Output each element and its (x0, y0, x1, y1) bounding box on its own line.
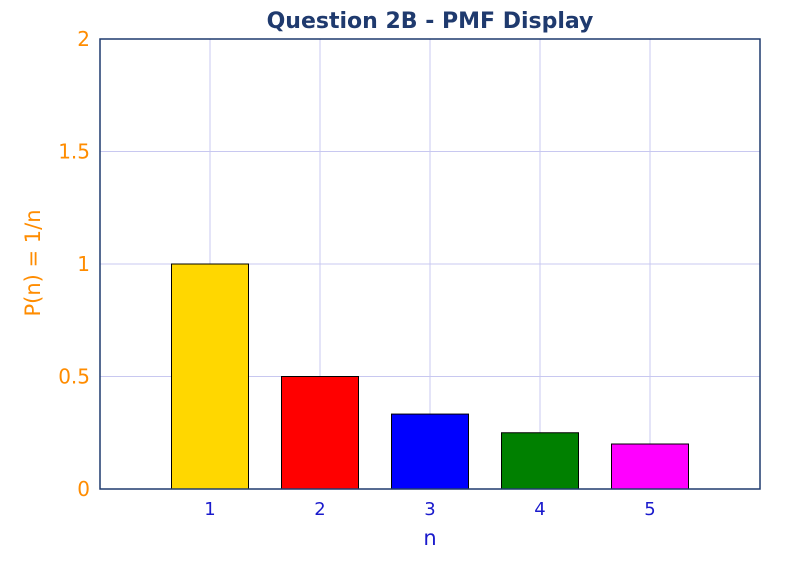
bar-3 (391, 413, 469, 490)
bar-5 (611, 443, 689, 490)
x-tick-label: 2 (314, 499, 325, 520)
y-tick-label: 0 (77, 477, 90, 501)
bar-1 (171, 263, 249, 490)
y-tick-labels: 0 0.5 1 1.5 2 (58, 27, 90, 501)
y-tick-label: 1.5 (58, 140, 90, 164)
x-tick-label: 3 (424, 499, 435, 520)
chart-title: Question 2B - PMF Display (267, 9, 594, 34)
x-tick-label: 4 (534, 499, 545, 520)
y-axis-label: P(n) = 1/n (21, 209, 45, 316)
y-tick-label: 2 (77, 27, 90, 51)
x-tick-label: 5 (644, 499, 655, 520)
x-tick-labels: 1 2 3 4 5 (204, 499, 655, 520)
bar-2 (281, 376, 359, 490)
x-tick-label: 1 (204, 499, 215, 520)
y-tick-label: 1 (77, 252, 90, 276)
x-axis-label: n (423, 526, 436, 550)
bar-4 (501, 432, 579, 490)
y-tick-label: 0.5 (58, 365, 90, 389)
plot-frame (99, 38, 761, 490)
